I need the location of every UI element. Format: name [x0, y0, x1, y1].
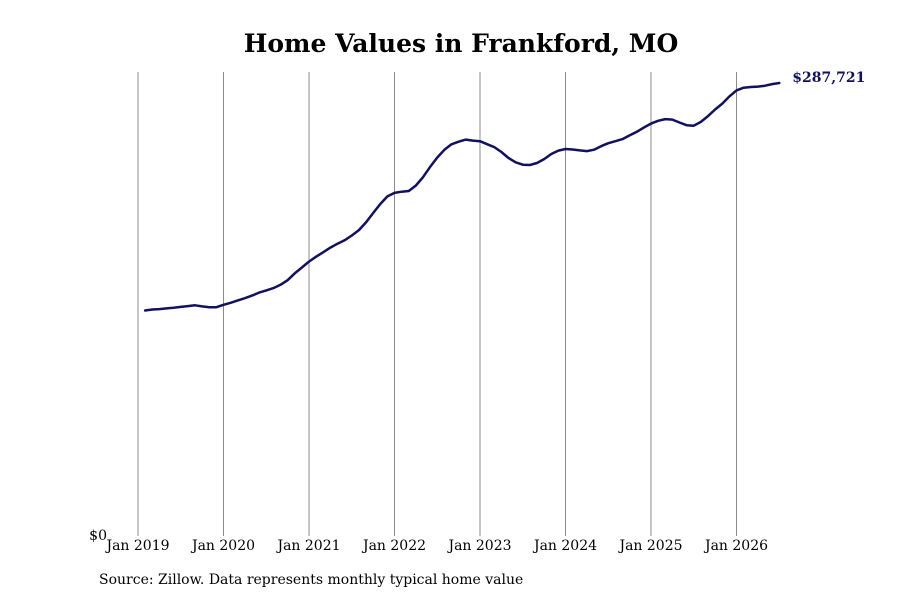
x-tick-label: Jan 2022 [361, 538, 426, 554]
x-tick-label: Jan 2024 [532, 538, 597, 554]
source-note: Source: Zillow. Data represents monthly … [99, 572, 524, 588]
chart-title: Home Values in Frankford, MO [244, 29, 679, 58]
y-tick-label: $0 [89, 528, 107, 544]
x-tick-label: Jan 2026 [703, 538, 768, 554]
x-axis-ticks: Jan 2019 Jan 2020 Jan 2021 Jan 2022 Jan 2023… [104, 538, 768, 554]
home-value-line [143, 81, 781, 312]
x-tick-label: Jan 2021 [275, 538, 340, 554]
x-tick-label: Jan 2019 [104, 538, 169, 554]
x-tick-label: Jan 2025 [617, 538, 682, 554]
end-value-label: $287,721 [792, 70, 865, 86]
y-axis-ticks: $0 [89, 528, 107, 544]
x-tick-label: Jan 2020 [190, 538, 255, 554]
x-tick-label: Jan 2023 [446, 538, 511, 554]
